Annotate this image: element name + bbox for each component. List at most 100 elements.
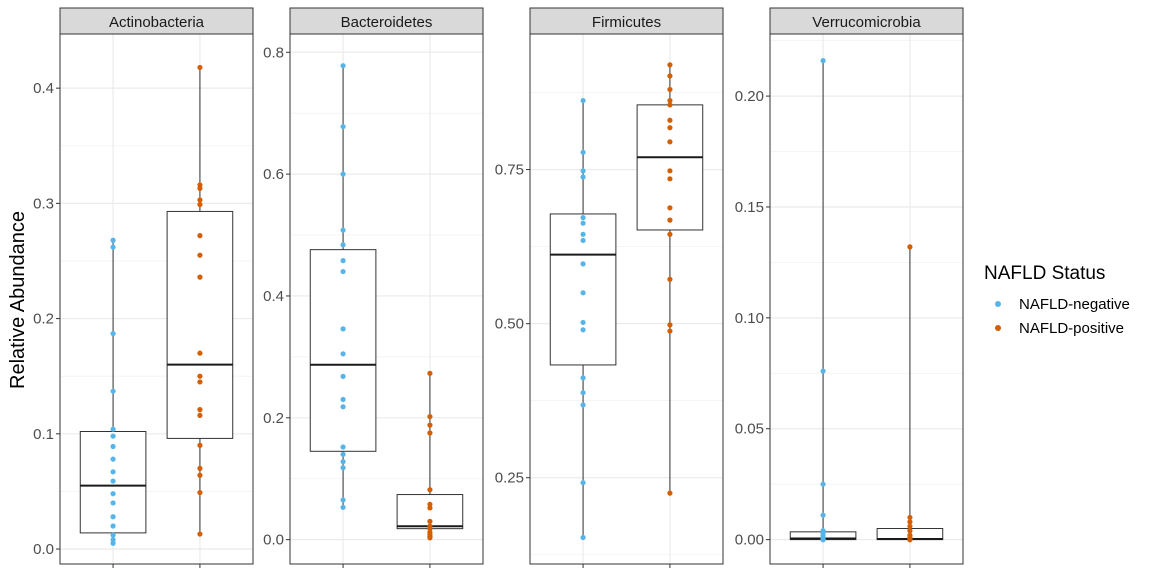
data-point <box>340 396 346 403</box>
data-point <box>427 518 433 524</box>
data-point <box>667 117 673 123</box>
data-point <box>340 268 346 275</box>
data-point <box>197 465 203 471</box>
data-point <box>340 444 346 450</box>
data-point <box>340 242 346 248</box>
data-point <box>110 532 116 538</box>
data-point <box>580 390 586 396</box>
data-point <box>820 481 826 487</box>
data-point <box>907 528 913 534</box>
data-point <box>580 402 586 408</box>
y-tick-label: 0.10 <box>735 310 764 327</box>
data-point <box>197 379 203 385</box>
y-tick-label: 0.50 <box>495 316 524 333</box>
y-tick-label: 0.4 <box>263 288 284 305</box>
panel-border <box>529 33 724 565</box>
data-point <box>110 540 116 546</box>
group-nafld-positive <box>396 370 464 541</box>
data-point <box>340 504 346 510</box>
strip-title: Firmicutes <box>592 14 661 31</box>
data-point <box>197 407 203 413</box>
data-point <box>197 64 203 71</box>
data-point <box>110 523 116 529</box>
y-tick-label: 0.0 <box>33 541 54 558</box>
data-point <box>110 443 116 450</box>
data-point <box>110 500 116 506</box>
data-point <box>580 327 586 333</box>
legend-marker-negative <box>995 301 1001 307</box>
data-point <box>110 433 116 439</box>
data-point <box>580 319 586 326</box>
data-point <box>197 197 203 203</box>
data-point <box>667 322 673 328</box>
group-nafld-negative <box>79 237 147 546</box>
data-point <box>427 370 433 376</box>
data-point <box>907 519 913 525</box>
data-point <box>907 514 913 521</box>
data-point <box>427 487 433 493</box>
legend-label-negative: NAFLD-negative <box>1019 296 1130 313</box>
panel-border <box>289 33 484 565</box>
data-point <box>667 205 673 211</box>
data-point <box>197 233 203 239</box>
data-point <box>580 168 586 174</box>
data-point <box>427 526 433 532</box>
box <box>166 210 234 439</box>
group-nafld-negative <box>789 58 857 543</box>
data-point <box>340 171 346 177</box>
y-tick-label: 0.25 <box>495 470 524 487</box>
data-point <box>580 231 586 237</box>
data-point <box>340 227 346 233</box>
y-tick-label: 0.2 <box>33 311 54 328</box>
data-point <box>427 430 433 436</box>
data-point <box>427 413 433 420</box>
group-nafld-positive <box>166 64 234 537</box>
data-point <box>340 63 346 69</box>
data-point <box>340 459 346 465</box>
data-point <box>110 426 116 432</box>
data-point <box>110 491 116 497</box>
y-tick-label: 0.05 <box>735 421 764 438</box>
data-point <box>427 505 433 511</box>
data-point <box>907 523 913 529</box>
data-point <box>667 217 673 223</box>
data-point <box>820 537 826 543</box>
legend: NAFLD Status NAFLD-negative NAFLD-positi… <box>984 263 1130 337</box>
data-point <box>667 176 673 182</box>
strip-background <box>59 7 254 35</box>
data-point <box>340 351 346 357</box>
data-point <box>340 451 346 457</box>
data-point <box>667 73 673 79</box>
data-point <box>667 276 673 282</box>
y-tick-label: 0.8 <box>263 44 284 61</box>
data-point <box>340 465 346 471</box>
data-point <box>110 330 116 337</box>
strip-title: Bacteroidetes <box>341 14 433 31</box>
data-point <box>667 328 673 334</box>
data-point <box>197 350 203 356</box>
data-point <box>340 258 346 264</box>
box <box>309 249 377 452</box>
panel-verrucomicrobia: Verrucomicrobia 0.00 0.05 0.10 0.15 0.20 <box>735 7 964 568</box>
data-point <box>110 237 116 243</box>
panel-firmicutes: Firmicutes 0.25 0.50 0.75 <box>495 7 724 568</box>
data-point <box>580 237 586 244</box>
y-tick-label: 0.4 <box>33 80 54 97</box>
plot-area <box>770 34 963 564</box>
panel-border <box>59 33 254 565</box>
data-point <box>580 220 586 226</box>
group-nafld-positive <box>636 62 704 496</box>
strip-title: Actinobacteria <box>109 14 205 31</box>
data-point <box>667 125 673 131</box>
data-point <box>907 244 913 250</box>
data-point <box>667 139 673 145</box>
y-axis-label: Relative Abundance <box>7 211 29 389</box>
strip-background <box>529 7 724 35</box>
panel-border <box>769 33 964 565</box>
data-point <box>197 252 203 258</box>
data-point <box>197 489 203 496</box>
y-tick-label: 0.3 <box>33 195 54 212</box>
data-point <box>340 123 346 130</box>
y-tick-label: 0.0 <box>263 532 284 549</box>
data-point <box>580 290 586 296</box>
